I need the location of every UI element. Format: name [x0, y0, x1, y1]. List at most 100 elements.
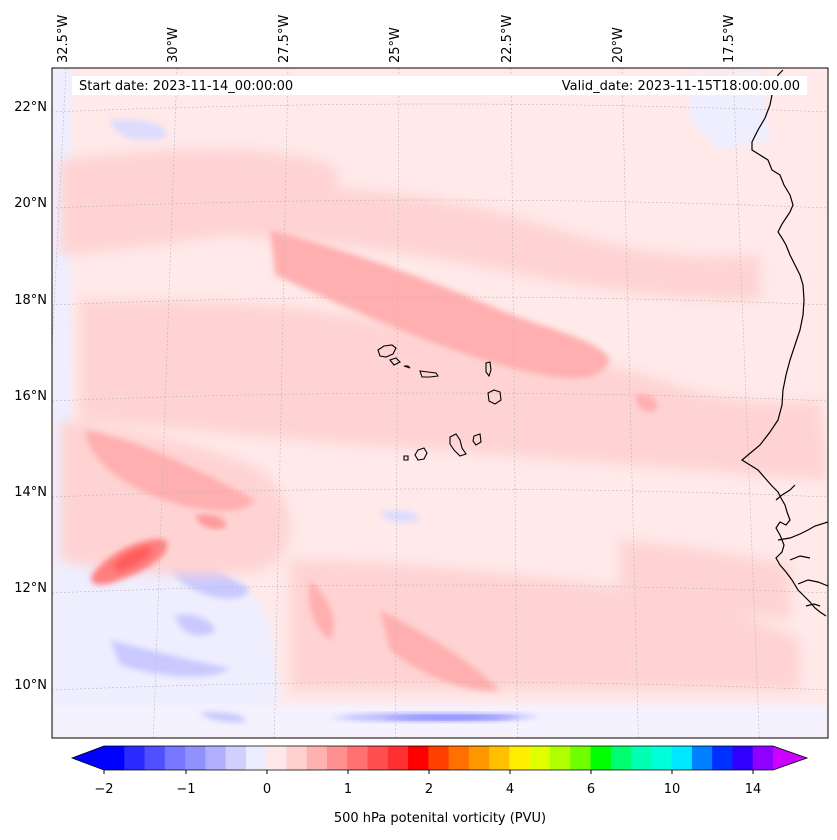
lon-label: 32.5°W: [56, 15, 71, 63]
island-santa-luzia: [403, 365, 411, 369]
elevated-pv-patch-southwest: [85, 430, 255, 511]
low-pv-patch-6: [200, 711, 246, 723]
low-pv-patch-4: [110, 119, 166, 140]
island-boa-vista: [487, 389, 502, 405]
colorbar-outline: [70, 745, 809, 771]
colorbar-swatch: [164, 746, 186, 770]
colorbar-swatch: [347, 746, 369, 770]
lat-label: 12°N: [14, 581, 47, 596]
lat-label: 20°N: [14, 196, 47, 211]
island-fogo: [414, 447, 428, 461]
colorbar-swatch: [468, 746, 490, 770]
colorbar-swatch: [570, 746, 592, 770]
colorbar-swatch: [144, 746, 166, 770]
colorbar-swatch: [327, 746, 348, 770]
colorbar-swatch: [732, 746, 754, 770]
west-africa-coastline-inlets: [775, 484, 828, 607]
colorbar-swatch: [367, 746, 389, 770]
lon-label: 17.5°W: [722, 15, 737, 63]
colorbar-tick-label: 2: [425, 782, 433, 797]
colorbar-swatch: [408, 746, 429, 770]
colorbar-swatch: [712, 746, 734, 770]
elevated-pv-patch-south: [380, 610, 500, 691]
colorbar-swatch: [671, 746, 693, 770]
low-pv-patch-5: [380, 510, 420, 523]
lon-label: 20°W: [611, 27, 626, 63]
colorbar-swatch: [752, 746, 774, 770]
colorbar-swatch: [387, 746, 409, 770]
colorbar-swatch: [651, 746, 673, 770]
island-maio: [472, 433, 482, 446]
colorbar-swatch: [631, 746, 652, 770]
latitude-labels: 22°N 20°N 18°N 16°N 14°N 12°N 10°N: [14, 100, 47, 693]
parallel-gridline: [52, 392, 828, 402]
colorbar-swatch: [124, 746, 146, 770]
map-area: Start date: 2023-11-14_00:00:00 Valid_da…: [52, 68, 828, 738]
colorbar-tick-label: 0: [263, 782, 271, 797]
colorbar-swatch: [489, 746, 511, 770]
high-pv-maximum-core: [112, 546, 152, 572]
lat-label: 22°N: [14, 100, 47, 115]
lon-label: 30°W: [166, 27, 181, 63]
colorbar-swatch: [306, 746, 328, 770]
colorbar-swatch: [610, 746, 632, 770]
moderate-pv-region-northwest: [60, 149, 339, 255]
colorbar-swatch: [550, 746, 571, 770]
graticule: [52, 68, 828, 738]
parallel-gridline: [52, 199, 828, 209]
colorbar-swatch: [590, 746, 612, 770]
colorbar-swatch: [529, 746, 551, 770]
parallel-gridline: [52, 296, 828, 306]
colorbar-swatch: [104, 746, 125, 770]
colorbar-tick-label: 14: [745, 782, 762, 797]
lon-label: 27.5°W: [277, 15, 292, 63]
lon-label: 25°W: [388, 27, 403, 63]
header-info-bar: [72, 76, 807, 95]
colorbar-swatch: [509, 746, 531, 770]
moderate-pv-region-north-band: [230, 186, 760, 300]
island-sao-nicolau: [419, 370, 439, 378]
west-africa-coastline: [740, 69, 827, 617]
low-pv-patch-2: [110, 640, 230, 677]
island-brava: [403, 455, 409, 461]
colorbar: [70, 745, 809, 774]
colorbar-swatch: [428, 746, 450, 770]
moderate-pv-regions: [60, 149, 828, 690]
moderate-pv-region-central: [80, 300, 828, 480]
elevated-pv-band-north: [270, 230, 610, 379]
parallel-gridline: [52, 488, 828, 498]
parallel-gridline: [52, 103, 828, 113]
map-frame: [51, 67, 829, 739]
colorbar-swatch: [266, 746, 288, 770]
colorbar-tick-label: 6: [587, 782, 595, 797]
colorbar-swatch: [185, 746, 206, 770]
low-pv-patch-3: [175, 614, 215, 636]
valid-date-label: Valid_date: 2023-11-15T18:00:00.00: [562, 79, 800, 94]
low-pv-band-core: [380, 714, 520, 721]
colorbar-swatch: [225, 746, 247, 770]
cape-verde-islands: [377, 344, 502, 461]
colorbar-tick-label: −1: [176, 782, 195, 797]
lat-label: 14°N: [14, 485, 47, 500]
colorbar-swatch: [448, 746, 470, 770]
lat-label: 16°N: [14, 389, 47, 404]
coastlines: [740, 69, 828, 617]
low-pv-regions: [52, 68, 828, 738]
colorbar-swatch: [205, 746, 227, 770]
colorbar-swatch: [691, 746, 713, 770]
lat-label: 18°N: [14, 293, 47, 308]
colorbar-under-arrow: [72, 746, 104, 770]
elevated-pv-patch-southwest-2: [195, 514, 226, 530]
colorbar-tick-label: 4: [506, 782, 514, 797]
island-sao-vicente: [389, 357, 401, 366]
elevated-pv-patch-south-2: [308, 580, 334, 640]
island-sal: [485, 361, 492, 378]
longitude-labels: 32.5°W 30°W 27.5°W 25°W 22.5°W 20°W 17.5…: [56, 15, 737, 63]
start-date-label: Start date: 2023-11-14_00:00:00: [79, 79, 293, 94]
moderate-pv-region-east-coast: [620, 540, 790, 620]
parallel-gridline: [52, 584, 828, 594]
colorbar-tick-label: −2: [94, 782, 113, 797]
colorbar-ticks: −2 −1 0 1 2 4 6 10 14: [94, 782, 761, 797]
colorbar-tick-label: 10: [664, 782, 681, 797]
